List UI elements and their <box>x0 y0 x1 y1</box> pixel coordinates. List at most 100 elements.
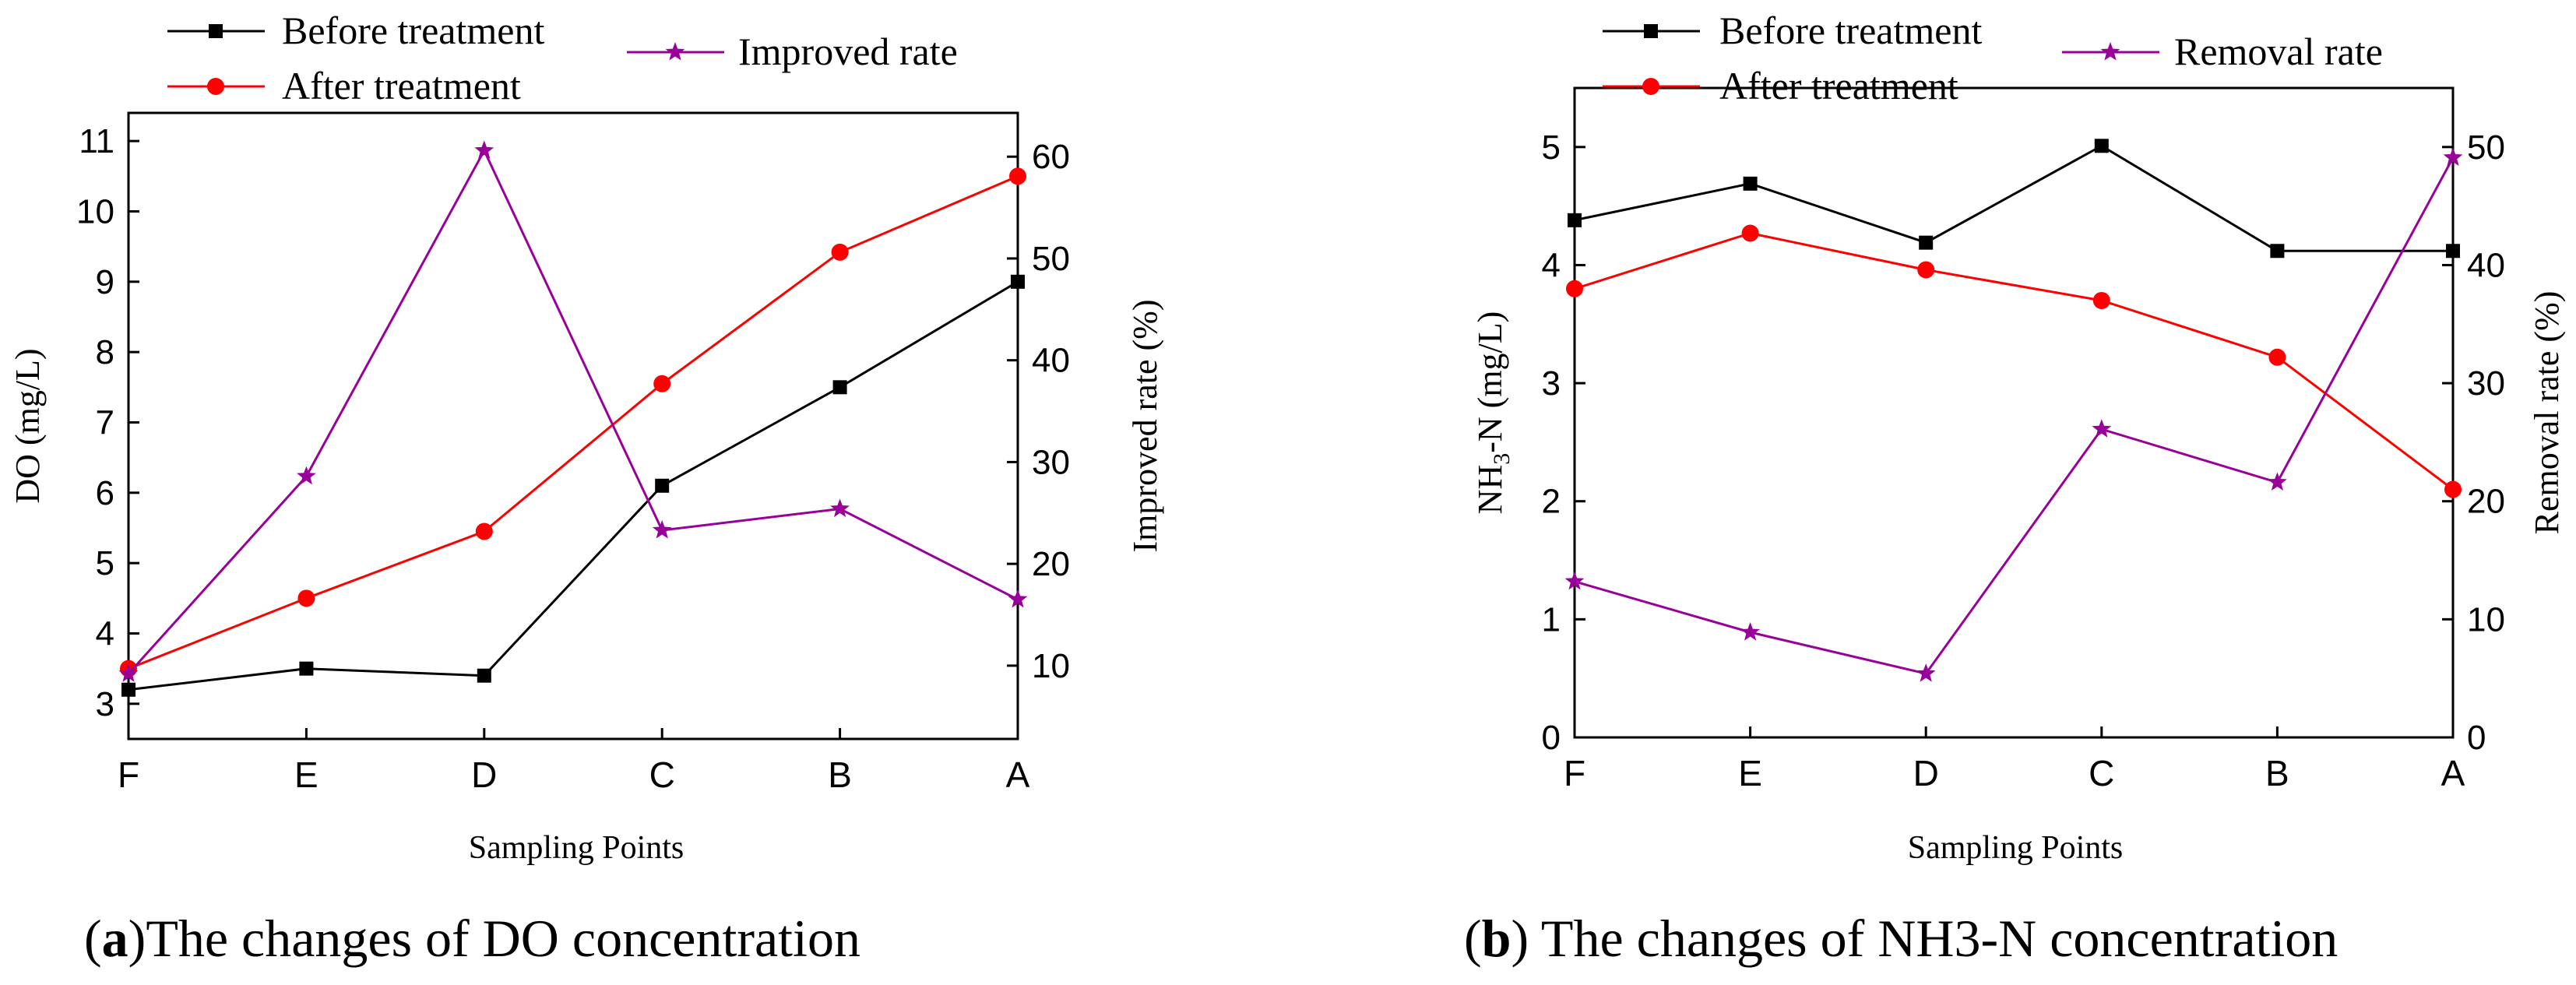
panel-a-y-tick-label: 5 <box>96 544 114 582</box>
panel-a-improved-rate-line <box>127 148 1019 675</box>
panel-a-y2-tick-label: 30 <box>1032 443 1070 481</box>
panel-b-removal-rate-point <box>1740 622 1760 641</box>
panel-b-after-treatment-point <box>1917 261 1935 279</box>
panel-a-legend-after-label: After treatment <box>282 64 521 107</box>
panel-a-before-treatment-line <box>128 280 1019 691</box>
panel-b-removal-rate-point <box>1916 663 1936 682</box>
panel-b-y2-axis-label: Removal rate (%) <box>2528 291 2566 535</box>
panel-a-after-treatment-point <box>475 522 493 540</box>
panel-a-x-tick-label: B <box>828 755 852 795</box>
panel-b-before-treatment-point <box>1919 235 1934 250</box>
panel-b-after-treatment-point <box>2092 291 2110 309</box>
panel-b-caption-open: ( <box>1464 909 1482 968</box>
panel-a-before-treatment-point <box>299 661 314 676</box>
panel-b-legend-before-marker <box>1644 24 1658 38</box>
panel-a-improved-rate-point <box>474 140 494 159</box>
panel-a-x-tick-label: C <box>649 755 675 795</box>
panel-b-before-treatment-point <box>1568 213 1582 227</box>
panel-b-y2-tick-label: 10 <box>2467 600 2505 638</box>
panel-b-legend-after-label: After treatment <box>1719 64 1958 107</box>
panel-a-improved-rate-point <box>297 466 316 485</box>
panel-a-y-tick-label: 3 <box>96 685 114 723</box>
panel-a-right-axis: 10 20 30 40 50 60 <box>1007 138 1070 685</box>
panel-a-before-treatment-point <box>1011 274 1025 289</box>
panel-b-before-treatment-point <box>1743 176 1758 191</box>
panel-a-legend-rate-marker <box>665 42 685 61</box>
panel-a-x-tick-label: D <box>471 755 497 795</box>
panel-b-caption-text: The changes of NH3-N concentration <box>1529 909 2338 968</box>
panel-a-y-tick-label: 11 <box>79 122 114 160</box>
panel-a-caption-open: ( <box>84 909 102 968</box>
panel-b-before-treatment-point <box>2446 244 2460 259</box>
panel-a-improved-rate-point <box>1008 589 1028 608</box>
panel-a-after-treatment-point <box>831 243 849 261</box>
panel-b-x-tick-label: A <box>2441 753 2465 793</box>
panel-b-removal-rate-point <box>2443 147 2463 166</box>
panel-a-after-treatment-line <box>128 174 1019 670</box>
panel-b-legend-after-marker <box>1642 78 1659 95</box>
panel-a-y-tick-label: 6 <box>96 474 114 512</box>
panel-a-caption-close: ) <box>128 909 146 968</box>
panel-a-legend-before-label: Before treatment <box>282 9 544 52</box>
panel-b-after-treatment-point <box>1741 224 1759 242</box>
panel-a-x-tick-label: F <box>118 755 139 795</box>
panel-b-y2-tick-label: 30 <box>2467 364 2505 403</box>
panel-a-before-treatment-point <box>477 668 491 683</box>
panel-a-series <box>118 140 1028 697</box>
panel-b-x-tick-label: D <box>1913 753 1939 793</box>
panel-b-plot-frame <box>1573 86 2455 739</box>
panel-a-caption-text: The changes of DO concentration <box>146 909 860 968</box>
panel-b-y-tick-label: 2 <box>1542 483 1561 521</box>
panel-a-y-axis-label: DO (mg/L) <box>9 348 47 503</box>
panel-b-removal-rate-point <box>1564 571 1585 590</box>
panel-b-removal-rate-point <box>2268 472 2287 491</box>
panel-a-caption: (a)The changes of DO concentration <box>84 909 860 968</box>
panel-b-y-axis-label-sub: 3 <box>1489 453 1515 465</box>
panel-b-x-tick-label: E <box>1738 753 1762 793</box>
panel-a-plot-frame <box>127 111 1019 741</box>
panel-a-do-chart: 3 4 5 6 7 8 9 10 11 10 20 30 40 50 60 F E D C B A DO (mg/L… <box>9 9 1164 968</box>
panel-b-legend-before-label: Before treatment <box>1719 9 1982 52</box>
panel-a-x-axis-label: Sampling Points <box>469 830 684 866</box>
panel-a-before-treatment-point <box>655 478 670 493</box>
panel-a-y-tick-label: 9 <box>96 263 114 301</box>
panel-a-y2-axis-label: Improved rate (%) <box>1126 300 1164 553</box>
panel-a-after-treatment-point <box>1009 167 1026 185</box>
panel-b-caption-letter: b <box>1482 909 1511 968</box>
panel-b-y2-tick-label: 0 <box>2467 719 2486 757</box>
panel-a-legend-after-marker <box>207 78 224 95</box>
panel-b-series <box>1564 139 2463 682</box>
panel-a-y2-tick-label: 40 <box>1032 342 1070 380</box>
panel-b-legend-rate-label: Removal rate <box>2174 30 2383 73</box>
panel-b-y-tick-label: 3 <box>1542 364 1561 403</box>
panel-b-y-axis-label-rest: -N (mg/L) <box>1471 311 1509 453</box>
panel-a-y-tick-label: 8 <box>96 333 114 371</box>
panel-b-y-tick-label: 4 <box>1542 246 1561 284</box>
panel-b-before-treatment-line <box>1574 144 2453 252</box>
panel-a-after-treatment-point <box>653 375 671 392</box>
panel-b-caption-close: ) <box>1511 909 1529 968</box>
panel-b-right-axis: 0 10 20 30 40 50 <box>2442 128 2505 757</box>
panel-b-y2-tick-label: 40 <box>2467 246 2505 284</box>
panel-b-removal-rate-point <box>2092 419 2112 438</box>
panel-b-y-tick-label: 1 <box>1542 600 1561 638</box>
panel-b-after-treatment-point <box>1566 280 1583 297</box>
panel-b-legend-rate-marker <box>2100 42 2120 61</box>
panel-a-before-treatment-point <box>121 682 135 697</box>
panel-a-y2-tick-label: 60 <box>1032 138 1070 176</box>
panel-b-after-treatment-line <box>1574 231 2454 491</box>
panel-b-caption: (b) The changes of NH3-N concentration <box>1464 909 2338 968</box>
panel-b-before-treatment-point <box>2270 244 2285 259</box>
panel-b-y2-tick-label: 50 <box>2467 128 2505 167</box>
panel-b-after-treatment-point <box>2268 348 2286 366</box>
panel-a-y2-tick-label: 50 <box>1032 240 1070 278</box>
panel-b-y2-tick-label: 20 <box>2467 483 2505 521</box>
panel-b-y-tick-label: 5 <box>1542 128 1561 167</box>
panel-b-y-axis-label-main: NH <box>1471 465 1509 515</box>
panel-a-y2-tick-label: 20 <box>1032 545 1070 583</box>
